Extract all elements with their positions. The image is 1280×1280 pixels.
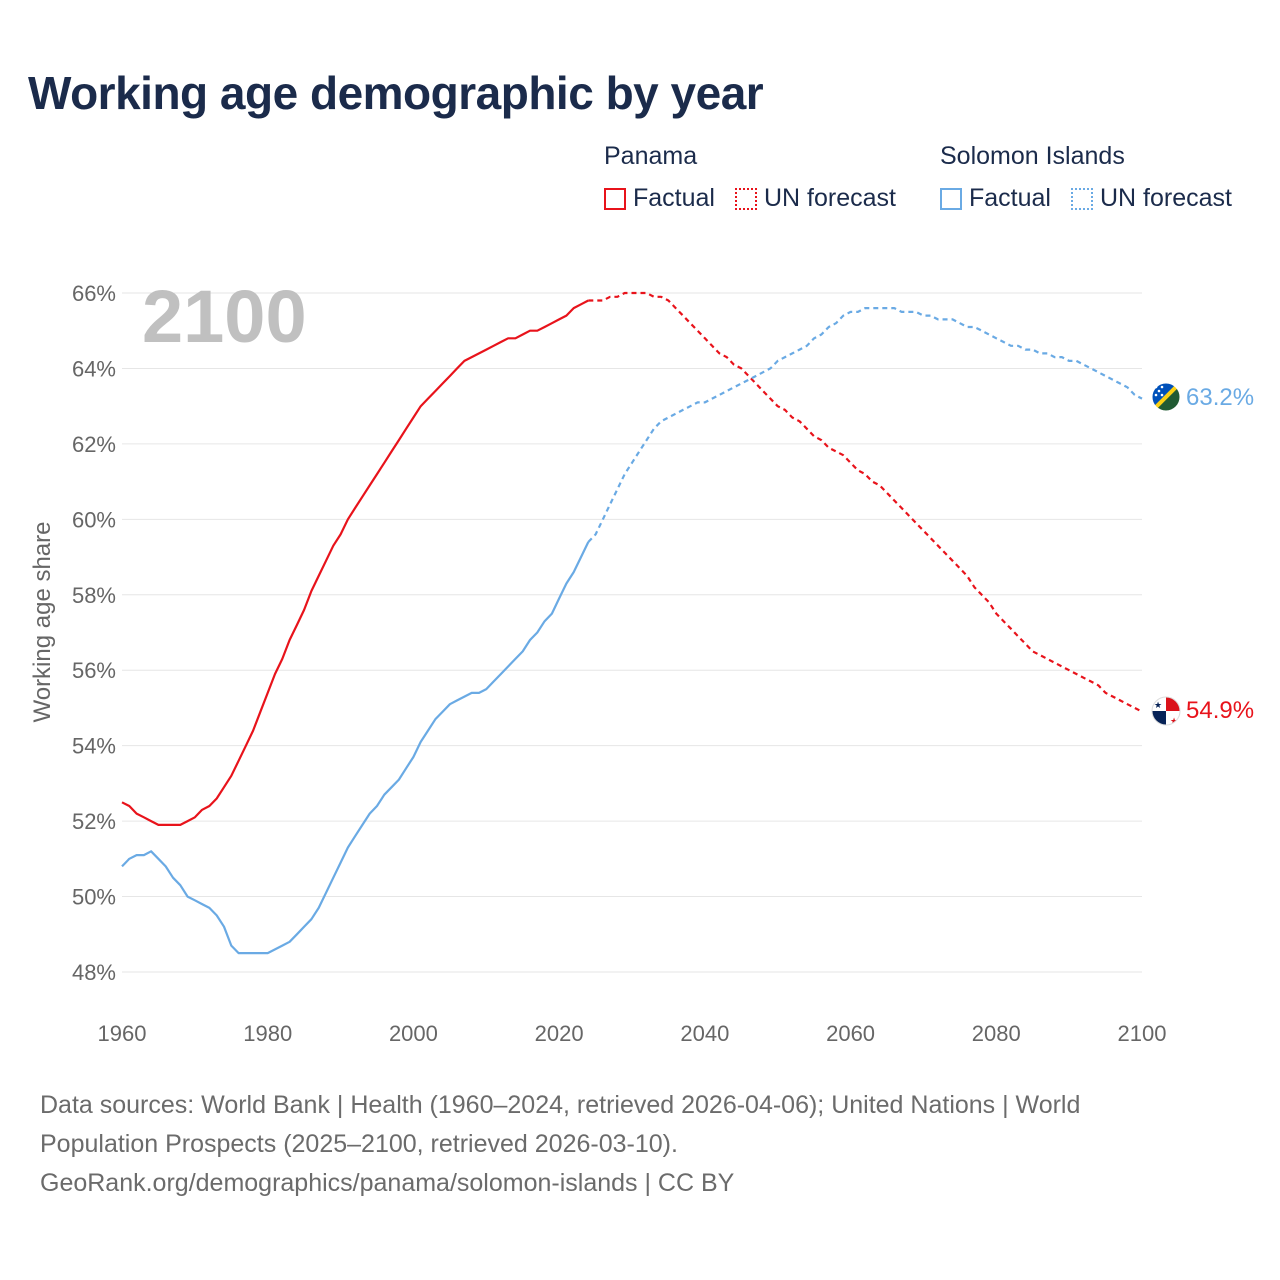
y-axis-ticks: 48% 50% 52% 54% 56% 58% 60% 62% 64% 66% (72, 281, 116, 985)
legend-swatch-solid (604, 187, 626, 210)
legend-group-name: Panama (604, 142, 698, 170)
x-tick-label: 1960 (98, 1021, 147, 1046)
legend-label: UN forecast (1099, 184, 1232, 212)
end-value-label-panama: 54.9% (1186, 697, 1254, 724)
panama-flag-icon: ★ ★ (1151, 696, 1181, 727)
year-watermark: 2100 (142, 275, 307, 358)
legend-item-panama-factual[interactable]: Factual (604, 184, 715, 213)
svg-text:★: ★ (1154, 701, 1162, 711)
legend-swatch-solid (940, 187, 962, 210)
legend-item-solomon-factual[interactable]: Factual (940, 184, 1051, 213)
legend-label: UN forecast (763, 184, 896, 212)
x-tick-label: 1980 (243, 1021, 292, 1046)
legend-swatch-dotted (1070, 187, 1093, 210)
legend-group-solomon-islands: Solomon Islands Factual UN forecast (940, 142, 1232, 213)
footer-line: Data sources: World Bank | Health (1960–… (40, 1091, 1081, 1119)
y-tick-label: 56% (72, 658, 116, 683)
y-tick-label: 58% (72, 583, 116, 608)
grid-lines (122, 292, 1142, 973)
series-line-panama-forecast (588, 291, 1143, 713)
series-line-panama-factual (121, 299, 589, 827)
y-tick-label: 54% (72, 734, 116, 759)
x-axis-ticks: 1960 1980 2000 2020 2040 2060 2080 2100 (98, 1021, 1167, 1046)
legend-group-name: Solomon Islands (940, 142, 1125, 170)
chart-title: Working age demographic by year (28, 67, 764, 119)
legend-item-panama-forecast[interactable]: UN forecast (734, 184, 896, 213)
footer-line: GeoRank.org/demographics/panama/solomon-… (40, 1169, 735, 1197)
y-tick-label: 50% (72, 885, 116, 910)
y-tick-label: 66% (72, 281, 116, 306)
svg-text:★: ★ (1170, 717, 1178, 727)
footer-sources: Data sources: World Bank | Health (1960–… (40, 1086, 1240, 1203)
x-tick-label: 2000 (389, 1021, 438, 1046)
x-tick-label: 2020 (535, 1021, 584, 1046)
y-tick-label: 64% (72, 356, 116, 381)
line-chart: 2100 48% 50% 52% 54% 56% 58% 60% 62% 64% 66% 1960… (29, 275, 1254, 1046)
legend-item-solomon-forecast[interactable]: UN forecast (1070, 184, 1232, 213)
x-tick-label: 2040 (680, 1021, 729, 1046)
legend-group-panama: Panama Factual UN forecast (604, 142, 896, 213)
end-value-label-solomon-islands: 63.2% (1186, 384, 1254, 411)
legend-label: Factual (969, 184, 1051, 212)
series-lines (121, 291, 1143, 955)
series-line-solomon-islands-forecast (587, 307, 1143, 543)
y-tick-label: 52% (72, 809, 116, 834)
legend-swatch-dotted (734, 187, 757, 210)
footer-line: Population Prospects (2025–2100, retriev… (40, 1130, 678, 1158)
x-tick-label: 2080 (972, 1021, 1021, 1046)
x-tick-label: 2100 (1118, 1021, 1167, 1046)
y-tick-label: 48% (72, 960, 116, 985)
y-tick-label: 62% (72, 432, 116, 457)
y-axis-label: Working age share (29, 522, 56, 723)
solomon-islands-flag-icon (1151, 382, 1181, 412)
y-tick-label: 60% (72, 507, 116, 532)
series-line-solomon-islands-factual (121, 541, 590, 955)
x-tick-label: 2060 (826, 1021, 875, 1046)
legend-label: Factual (633, 184, 715, 212)
